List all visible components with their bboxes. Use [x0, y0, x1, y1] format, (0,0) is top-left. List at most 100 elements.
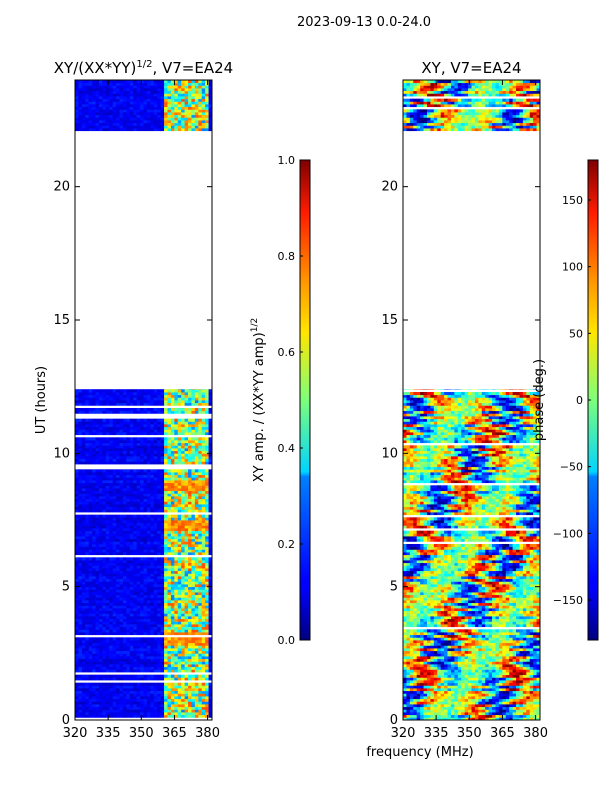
- heatmap-cell: [157, 120, 161, 123]
- heatmap-cell: [123, 107, 127, 110]
- heatmap-cell: [116, 437, 120, 440]
- heatmap-cell: [82, 557, 86, 560]
- heatmap-cell: [140, 557, 144, 560]
- heatmap-cell: [157, 685, 161, 688]
- heatmap-cell: [140, 563, 144, 566]
- heatmap-cell: [113, 621, 117, 624]
- heatmap-cell: [147, 552, 151, 555]
- heatmap-cell: [89, 429, 93, 432]
- heatmap-cell: [188, 648, 192, 651]
- heatmap-cell: [137, 99, 141, 102]
- heatmap-cell: [75, 419, 79, 422]
- heatmap-cell: [106, 544, 110, 547]
- heatmap-cell: [109, 552, 113, 555]
- heatmap-cell: [137, 549, 141, 552]
- heatmap-cell: [120, 456, 124, 459]
- heatmap-cell: [191, 563, 195, 566]
- heatmap-cell: [123, 520, 127, 523]
- heatmap-cell: [171, 432, 175, 435]
- heatmap-cell: [99, 595, 103, 598]
- heatmap-cell: [116, 408, 120, 411]
- heatmap-cell: [164, 653, 168, 656]
- heatmap-cell: [82, 120, 86, 123]
- heatmap-cell: [78, 544, 82, 547]
- heatmap-cell: [154, 656, 158, 659]
- heatmap-cell: [202, 520, 206, 523]
- heatmap-cell: [147, 469, 151, 472]
- heatmap-cell: [140, 685, 144, 688]
- heatmap-cell: [109, 667, 113, 670]
- heatmap-cell: [147, 688, 151, 691]
- heatmap-cell: [191, 517, 195, 520]
- heatmap-cell: [147, 525, 151, 528]
- heatmap-cell: [106, 120, 110, 123]
- heatmap-cell: [144, 699, 148, 702]
- heatmap-cell: [78, 112, 82, 115]
- heatmap-cell: [130, 523, 134, 526]
- heatmap-cell: [126, 453, 130, 456]
- heatmap-cell: [102, 392, 106, 395]
- heatmap-cell: [89, 531, 93, 534]
- heatmap-cell: [205, 704, 209, 707]
- heatmap-cell: [154, 579, 158, 582]
- heatmap-cell: [99, 483, 103, 486]
- heatmap-cell: [147, 424, 151, 427]
- heatmap-cell: [102, 397, 106, 400]
- heatmap-cell: [198, 616, 202, 619]
- heatmap-cell: [82, 651, 86, 654]
- heatmap-cell: [198, 581, 202, 584]
- heatmap-cell: [144, 675, 148, 678]
- heatmap-cell: [161, 608, 165, 611]
- heatmap-cell: [198, 424, 202, 427]
- heatmap-cell: [113, 440, 117, 443]
- heatmap-cell: [89, 712, 93, 715]
- heatmap-cell: [171, 397, 175, 400]
- heatmap-cell: [78, 624, 82, 627]
- heatmap-cell: [92, 709, 96, 712]
- heatmap-cell: [123, 469, 127, 472]
- heatmap-cell: [188, 109, 192, 112]
- heatmap-cell: [147, 125, 151, 128]
- heatmap-cell: [147, 443, 151, 446]
- heatmap-cell: [188, 549, 192, 552]
- heatmap-cell: [188, 573, 192, 576]
- heatmap-cell: [126, 613, 130, 616]
- heatmap-cell: [198, 112, 202, 115]
- heatmap-cell: [150, 107, 154, 110]
- heatmap-cell: [178, 624, 182, 627]
- heatmap-cell: [174, 704, 178, 707]
- heatmap-cell: [99, 637, 103, 640]
- heatmap-cell: [133, 459, 137, 462]
- heatmap-cell: [126, 656, 130, 659]
- heatmap-cell: [96, 643, 100, 646]
- heatmap-cell: [140, 595, 144, 598]
- heatmap-cell: [161, 424, 165, 427]
- heatmap-cell: [191, 701, 195, 704]
- heatmap-cell: [126, 571, 130, 574]
- heatmap-cell: [126, 504, 130, 507]
- heatmap-cell: [198, 525, 202, 528]
- heatmap-cell: [150, 685, 154, 688]
- heatmap-cell: [205, 456, 209, 459]
- heatmap-cell: [154, 715, 158, 718]
- heatmap-cell: [164, 424, 168, 427]
- heatmap-cell: [205, 541, 209, 544]
- heatmap-cell: [205, 424, 209, 427]
- heatmap-cell: [89, 517, 93, 520]
- heatmap-cell: [96, 611, 100, 614]
- heatmap-cell: [178, 107, 182, 110]
- heatmap-cell: [116, 624, 120, 627]
- heatmap-cell: [195, 469, 199, 472]
- heatmap-cell: [188, 645, 192, 648]
- heatmap-cell: [113, 544, 117, 547]
- heatmap-cell: [181, 579, 185, 582]
- heatmap-cell: [191, 651, 195, 654]
- heatmap-cell: [140, 400, 144, 403]
- heatmap-cell: [126, 392, 130, 395]
- heatmap-cell: [130, 488, 134, 491]
- heatmap-cell: [150, 469, 154, 472]
- heatmap-cell: [116, 507, 120, 510]
- heatmap-cell: [205, 496, 209, 499]
- heatmap-cell: [185, 128, 189, 131]
- heatmap-cell: [164, 109, 168, 112]
